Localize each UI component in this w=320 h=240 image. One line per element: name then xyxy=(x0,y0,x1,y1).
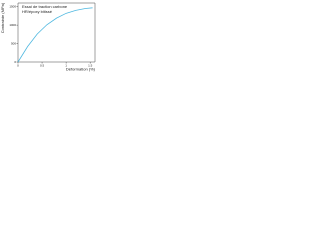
x-tick-label: 0.5 xyxy=(40,63,45,67)
x-axis-label: Déformation (%) xyxy=(66,67,96,72)
y-tick-label: 500 xyxy=(11,41,16,45)
data-line xyxy=(17,7,93,63)
chart: Essai de traction carbone HR/époxy bitis… xyxy=(0,0,100,72)
chart-title: HR/époxy bitissé xyxy=(22,9,53,14)
y-tick-label: 1000 xyxy=(9,23,16,27)
y-axis-label: Contrainte (MPa) xyxy=(0,2,5,33)
chart-title: Essai de traction carbone xyxy=(22,4,68,9)
y-tick-label: 1500 xyxy=(9,4,16,8)
x-tick-label: 1.5 xyxy=(88,63,93,67)
x-tick-label: 0 xyxy=(17,63,19,67)
y-tick-label: 0 xyxy=(14,60,16,64)
background xyxy=(0,0,100,72)
x-tick-label: 1 xyxy=(65,63,67,67)
